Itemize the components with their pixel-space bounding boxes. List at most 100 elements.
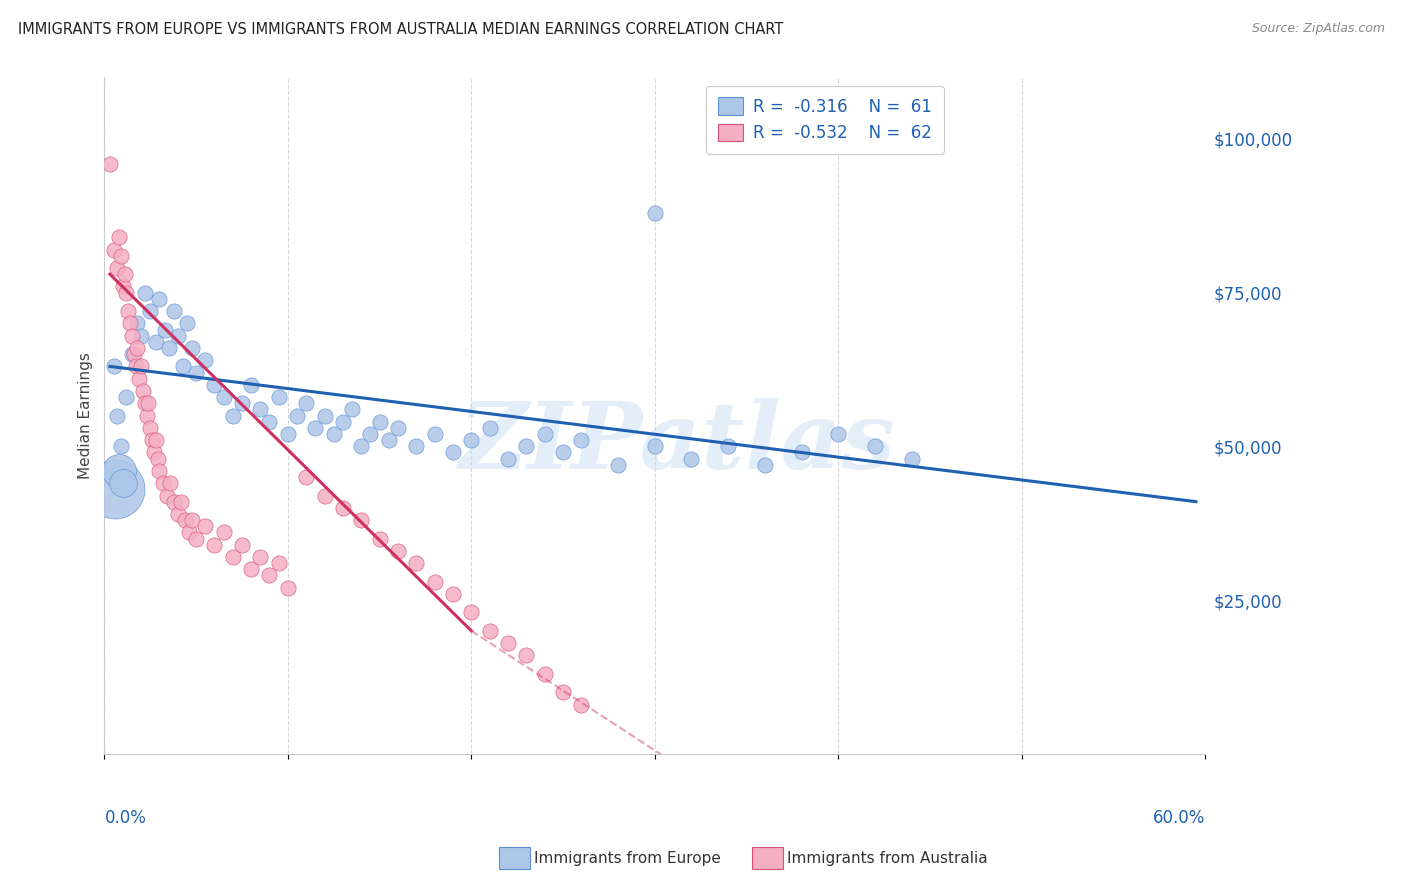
Point [496,451,519,466]
Text: 60.0%: 60.0% [1153,809,1205,827]
Point [249,549,271,564]
Point [98,156,121,170]
Point [117,304,139,318]
Point [212,390,235,404]
Point [350,439,373,453]
Point [132,384,155,398]
Point [145,433,167,447]
Point [259,568,281,582]
Point [460,433,482,447]
Point [159,476,181,491]
Point [177,525,200,540]
Point [644,439,666,453]
Point [460,605,482,619]
Point [340,402,363,417]
Point [184,532,207,546]
Point [754,458,776,472]
Point [142,445,165,459]
Point [295,470,318,484]
Point [105,260,128,275]
Point [121,328,143,343]
Point [681,451,703,466]
Point [120,317,142,331]
Point [607,458,630,472]
Point [145,334,167,349]
Point [222,409,245,423]
Point [111,279,134,293]
Point [115,285,138,300]
Text: Source: ZipAtlas.com: Source: ZipAtlas.com [1251,22,1385,36]
Point [139,304,162,318]
Point [174,513,197,527]
Point [129,359,152,374]
Point [790,445,813,459]
Point [332,415,354,429]
Point [166,507,188,521]
Legend: R =  -0.316    N =  61, R =  -0.532    N =  62: R = -0.316 N = 61, R = -0.532 N = 62 [706,86,943,153]
Point [863,439,886,453]
Point [124,359,146,374]
Point [368,532,391,546]
Point [569,433,592,447]
Point [108,464,131,478]
Point [569,698,592,712]
Point [153,322,176,336]
Point [368,415,391,429]
Point [478,421,501,435]
Point [204,377,226,392]
Point [163,304,186,318]
Point [314,409,336,423]
Point [103,243,125,257]
Text: 0.0%: 0.0% [104,809,146,827]
Point [104,483,127,497]
Point [322,427,344,442]
Point [127,317,149,331]
Point [110,439,132,453]
Point [110,249,132,263]
Point [644,205,666,219]
Point [387,421,409,435]
Point [204,538,226,552]
Point [138,396,160,410]
Point [717,439,740,453]
Point [900,451,922,466]
Point [515,648,537,663]
Point [515,439,537,453]
Point [359,427,381,442]
Point [295,396,318,410]
Point [259,415,281,429]
Point [181,341,204,355]
Point [423,427,446,442]
Y-axis label: Median Earnings: Median Earnings [79,352,93,479]
Point [152,476,174,491]
Point [139,421,162,435]
Point [156,489,179,503]
Point [496,636,519,650]
Point [108,230,131,244]
Point [441,587,464,601]
Point [551,685,574,699]
Point [111,476,134,491]
Point [121,347,143,361]
Point [148,292,170,306]
Point [172,359,194,374]
Point [267,390,290,404]
Point [441,445,464,459]
Point [176,317,198,331]
Point [128,372,150,386]
Point [129,328,152,343]
Point [377,433,399,447]
Text: Immigrants from Australia: Immigrants from Australia [787,851,988,865]
Point [231,396,253,410]
Point [170,494,193,508]
Point [533,666,555,681]
Point [240,377,263,392]
Point [231,538,253,552]
Point [405,556,427,570]
Point [127,341,149,355]
Point [141,433,163,447]
Point [827,427,849,442]
Point [277,581,299,595]
Point [249,402,271,417]
Point [103,359,125,374]
